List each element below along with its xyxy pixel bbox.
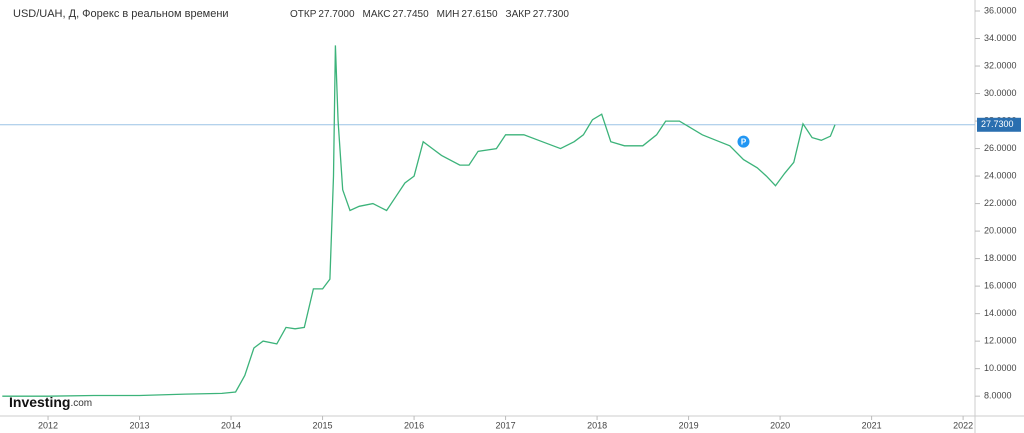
y-tick-label: 12.0000: [984, 336, 1017, 346]
ohlc-name: МАКС: [363, 9, 391, 20]
x-tick-label: 2018: [587, 420, 607, 430]
ohlc-name: МИН: [437, 9, 460, 20]
logo-suffix: .com: [70, 398, 92, 409]
y-tick-label: 32.0000: [984, 60, 1017, 70]
price-line: [2, 45, 836, 397]
ohlc-name: ЗАКР: [506, 9, 532, 20]
y-tick-label: 16.0000: [984, 280, 1017, 290]
x-tick-label: 2020: [770, 420, 790, 430]
y-tick-label: 20.0000: [984, 225, 1017, 235]
last-price-box: [977, 117, 1021, 132]
y-tick-label: 24.0000: [984, 170, 1017, 180]
y-tick-label: 36.0000: [984, 5, 1017, 15]
logo: Investing.com: [9, 394, 92, 410]
y-tick-label: 18.0000: [984, 253, 1017, 263]
x-tick-label: 2013: [130, 420, 150, 430]
x-tick-label: 2021: [862, 420, 882, 430]
chart-title: USD/UAH, Д, Форекс в реальном времени: [13, 8, 229, 20]
x-tick-label: 2012: [38, 420, 58, 430]
ohlc-value: 27.6150: [461, 9, 498, 20]
y-tick-label: 10.0000: [984, 363, 1017, 373]
ohlc-value: 27.7300: [533, 9, 570, 20]
x-tick-label: 2022: [953, 420, 973, 430]
y-tick-label: 34.0000: [984, 33, 1017, 43]
x-tick-label: 2015: [313, 420, 333, 430]
logo-brand: Investing: [9, 394, 70, 410]
ohlc-value: 27.7000: [318, 9, 355, 20]
y-tick-label: 26.0000: [984, 143, 1017, 153]
x-tick-label: 2017: [496, 420, 516, 430]
x-tick-label: 2016: [404, 420, 424, 430]
last-price-label: 27.7300: [981, 119, 1014, 129]
ohlc-info: ОТКР 27.7000 МАКС 27.7450 МИН 27.6150 ЗАКР 27.7…: [290, 9, 569, 20]
annotation-label: P: [741, 137, 747, 146]
y-tick-label: 22.0000: [984, 198, 1017, 208]
x-tick-label: 2014: [221, 420, 241, 430]
x-tick-label: 2019: [679, 420, 699, 430]
ohlc-value: 27.7450: [392, 9, 429, 20]
annotation-marker: [737, 135, 750, 148]
y-tick-label: 14.0000: [984, 308, 1017, 318]
ohlc-name: ОТКР: [290, 9, 317, 20]
y-tick-label: 8.0000: [984, 391, 1012, 401]
y-tick-label: 30.0000: [984, 88, 1017, 98]
